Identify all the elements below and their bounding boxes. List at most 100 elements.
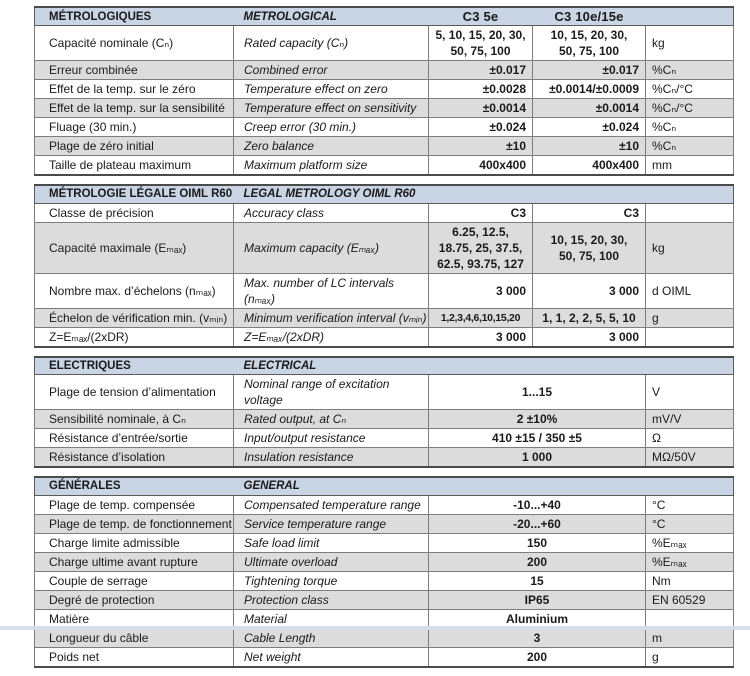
section-title-fr: ELECTRIQUES [34,356,234,375]
label-en: Material [233,608,429,629]
value-c3-5e: ±0.024 [428,117,533,137]
label-en: Temperature effect on sensitivity [233,98,429,118]
value-c3-5e: 3 000 [428,272,533,309]
value-c3-5e: ±0.0028 [428,79,533,99]
unit-cell: kg [644,221,735,274]
label-fr: Plage de zéro initial [34,136,234,156]
value-c3-10e-15e: 1, 1, 2, 2, 5, 5, 10 [532,307,646,328]
table-row: Erreur combinée Combined error ±0.017 ±0… [34,60,734,80]
table-row: Effet de la temp. sur le zéro Temperatur… [34,79,734,99]
value-c3-10e-15e: 400x400 [532,155,646,176]
value-c3-5e: ±10 [428,136,533,156]
legal-metrology-section-table: MÉTROLOGIE LÉGALE OIML R60 LEGAL METROLO… [34,184,735,348]
label-fr: Charge ultime avant rupture [34,551,234,572]
table-row: Taille de plateau maximum Maximum platfo… [34,155,734,176]
value-cell: IP65 [428,589,646,610]
label-en: Zero balance [233,136,429,156]
value-c3-10e-15e: ±0.024 [532,117,646,137]
value-cell: 1 000 [428,447,646,468]
value-c3-10e-15e: ±0.0014/±0.0009 [532,79,646,99]
value-c3-10e-15e: 3 000 [532,326,646,347]
table-row: Capacité nominale (Cₙ) Rated capacity (C… [34,25,734,61]
value-cell: 200 [428,646,646,667]
table-row: Plage de tension d’alimentation Nominal … [34,374,735,410]
label-fr: Erreur combinée [34,60,234,80]
table-row: Sensibilité nominale, à Cₙ Rated output,… [34,409,735,429]
table-row: Degré de protection Protection class IP6… [34,589,735,610]
label-fr: Plage de tension d’alimentation [34,374,234,410]
unit-cell: %Eₘₐₓ [644,551,735,572]
table-row: Résistance d’entrée/sortie Input/output … [34,428,735,448]
unit-cell: g [644,307,735,328]
section-title-en: GENERAL [233,477,429,496]
label-fr: Charge limite admissible [34,532,234,553]
value-cell: -10...+40 [428,494,646,515]
label-fr: Capacité maximale (Eₘₐₓ) [34,221,234,274]
label-en: Rated output, at Cₙ [233,409,429,429]
unit-cell: Ω [644,428,735,448]
section-title-fr: GÉNÉRALES [34,477,234,496]
section-title-fr: MÉTROLOGIE LÉGALE OIML R60 [34,185,234,204]
unit-cell: kg [645,25,734,61]
unit-cell: mV/V [644,409,735,429]
table-row: Plage de temp. compensée Compensated tem… [34,494,735,515]
unit-cell: %Cₙ [645,60,734,80]
general-section-table: GÉNÉRALES GENERAL Plage de temp. compens… [34,476,735,668]
label-fr: Matière [34,608,234,629]
label-en: Temperature effect on zero [233,79,429,99]
unit-cell: V [644,374,735,410]
unit-cell: °C [644,494,735,515]
electrical-section-table: ELECTRIQUES ELECTRICAL Plage de tension … [34,355,735,468]
value-c3-10e-15e: ±0.017 [532,60,646,80]
value-cell: 1...15 [428,374,646,410]
value-c3-10e-15e: 10, 15, 20, 30, 50, 75, 100 [532,221,646,274]
section-header-row: MÉTROLOGIE LÉGALE OIML R60 LEGAL METROLO… [34,185,734,204]
value-c3-10e-15e: 3 000 [532,272,646,309]
label-en: Maximum capacity (Eₘₐₓ) [233,221,429,274]
label-en: Service temperature range [233,513,429,534]
value-c3-5e: ±0.0014 [428,98,533,118]
label-fr: Plage de temp. de fonctionnement [34,513,234,534]
label-fr: Classe de précision [34,202,234,223]
label-en: Protection class [233,589,429,610]
value-cell: 200 [428,551,646,572]
label-fr: Couple de serrage [34,570,234,591]
unit-cell: d OIML [644,272,735,309]
section-header-spacer [428,356,734,375]
table-row: Fluage (30 min.) Creep error (30 min.) ±… [34,117,734,137]
section-header-spacer [428,477,734,496]
label-en: Minimum verification interval (vₘᵢₙ) [233,307,429,328]
label-fr: Échelon de vérification min. (vₘᵢₙ) [34,307,234,328]
section-title-fr: MÉTROLOGIQUES [34,7,234,26]
label-fr: Sensibilité nominale, à Cₙ [34,409,234,429]
unit-cell: %Cₙ/°C [645,98,734,118]
label-fr: Capacité nominale (Cₙ) [34,25,234,61]
unit-cell: %Cₙ [645,136,734,156]
table-row: Couple de serrage Tightening torque 15 N… [34,570,735,591]
label-fr: Taille de plateau maximum [34,155,234,176]
table-row: Plage de temp. de fonctionnement Service… [34,513,735,534]
label-en: Nominal range of excitation voltage [233,374,429,410]
table-row: Z=Eₘₐₓ/(2xDR) Z=Eₘₐₓ/(2xDR) 3 000 3 000 [34,326,735,347]
value-cell: 15 [428,570,646,591]
unit-cell: EN 60529 [644,589,735,610]
table-row: Classe de précision Accuracy class C3 C3 [34,202,735,223]
unit-cell: %Cₙ [645,117,734,137]
value-cell: 150 [428,532,646,553]
value-c3-10e-15e: ±10 [532,136,646,156]
value-c3-10e-15e: ±0.0014 [532,98,646,118]
column-header-c3-10e-15e: C3 10e/15e [532,7,646,26]
value-cell: 410 ±15 / 350 ±5 [428,428,646,448]
label-en: Z=Eₘₐₓ/(2xDR) [233,326,429,347]
column-header-c3-5e: C3 5e [428,7,533,26]
label-en: Accuracy class [233,202,429,223]
section-title-en: LEGAL METROLOGY OIML R60 [233,185,429,204]
label-en: Input/output resistance [233,428,429,448]
datasheet-spec-tables: MÉTROLOGIQUES METROLOGICAL C3 5e C3 10e/… [34,6,735,676]
section-header-row: ELECTRIQUES ELECTRICAL [34,356,734,375]
unit-cell: %Eₘₐₓ [644,532,735,553]
table-row: Résistance d’isolation Insulation resist… [34,447,735,468]
label-en: Max. number of LC intervals (nₘₐₓ) [233,272,429,309]
section-header-row: GÉNÉRALES GENERAL [34,477,734,496]
value-c3-5e: 5, 10, 15, 20, 30, 50, 75, 100 [428,25,533,61]
